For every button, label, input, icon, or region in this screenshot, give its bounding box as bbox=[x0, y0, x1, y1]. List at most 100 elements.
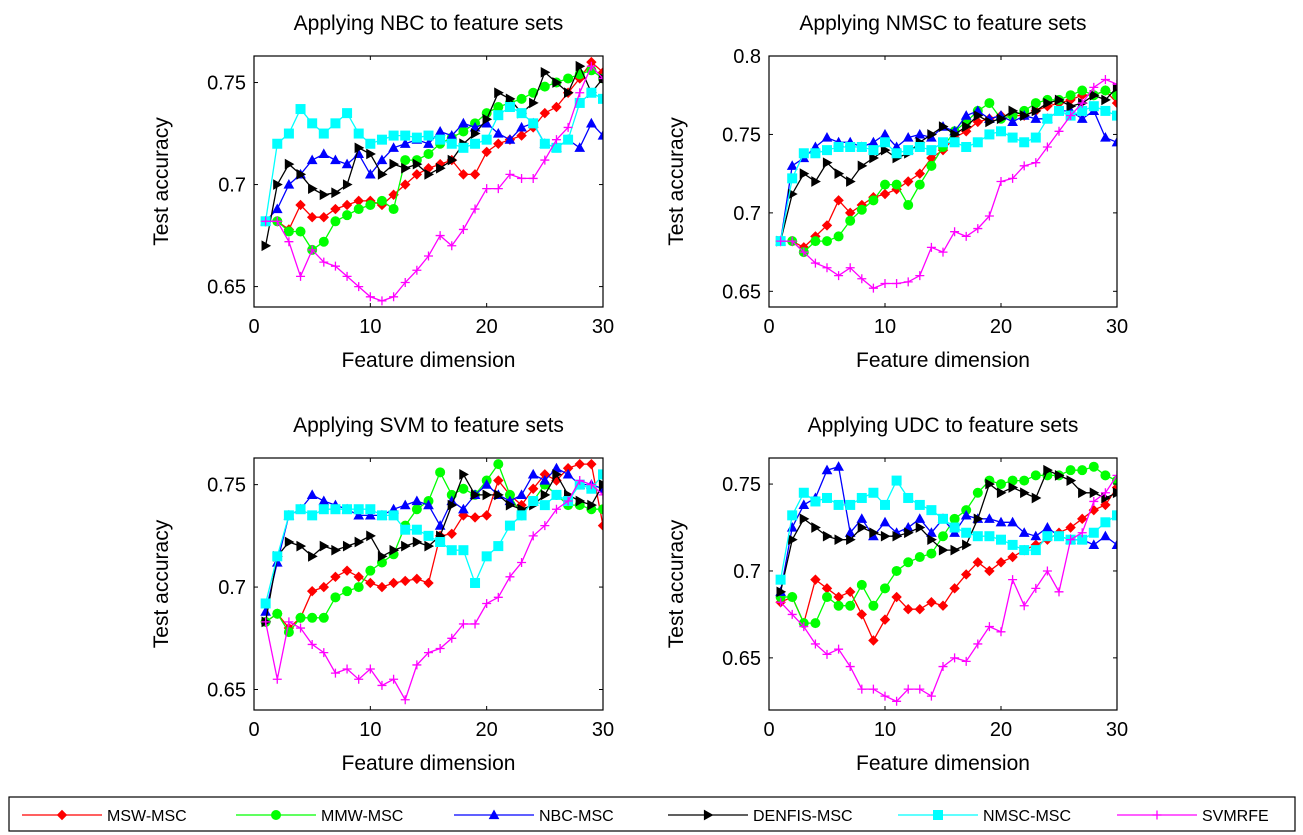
data-point bbox=[295, 504, 306, 515]
data-point bbox=[376, 195, 387, 206]
data-point bbox=[903, 200, 914, 211]
data-point bbox=[914, 552, 925, 563]
data-point bbox=[353, 582, 364, 593]
data-point bbox=[1089, 487, 1100, 499]
data-point bbox=[458, 483, 469, 494]
data-point bbox=[962, 539, 972, 551]
data-point bbox=[505, 169, 515, 179]
data-point bbox=[424, 648, 433, 658]
x-tick-label: 0 bbox=[248, 719, 259, 741]
data-point bbox=[1030, 545, 1041, 556]
data-point bbox=[891, 475, 902, 486]
data-point bbox=[365, 138, 376, 149]
data-point bbox=[960, 569, 972, 580]
data-point bbox=[482, 113, 493, 125]
data-point bbox=[318, 128, 329, 139]
data-point bbox=[342, 108, 353, 119]
data-point bbox=[1031, 583, 1041, 593]
plot-area bbox=[260, 458, 603, 705]
series-nmsc-msc bbox=[260, 469, 603, 609]
data-point bbox=[833, 141, 844, 152]
data-point bbox=[1111, 97, 1117, 109]
data-point bbox=[586, 117, 597, 128]
data-point bbox=[1019, 161, 1029, 171]
data-point bbox=[539, 138, 550, 149]
data-point bbox=[469, 169, 481, 180]
data-point bbox=[950, 129, 961, 140]
data-point bbox=[844, 527, 856, 537]
data-point bbox=[811, 522, 821, 533]
data-point bbox=[447, 241, 457, 251]
data-point bbox=[458, 224, 468, 234]
data-point bbox=[798, 148, 809, 159]
chart-panel-2: 0 10 20 30 0.65 0.7 0.75 0.8 Applying NMSC to fe… bbox=[665, 12, 1128, 372]
data-point bbox=[283, 226, 294, 237]
data-point bbox=[996, 627, 1006, 637]
data-point bbox=[342, 664, 352, 674]
data-point bbox=[904, 527, 914, 539]
data-point bbox=[423, 130, 434, 141]
data-point bbox=[296, 623, 306, 633]
data-point bbox=[306, 585, 318, 597]
data-point bbox=[949, 522, 960, 533]
data-point bbox=[411, 573, 423, 585]
data-point bbox=[810, 639, 820, 649]
series-nmsc-msc bbox=[260, 87, 603, 227]
data-point bbox=[810, 236, 821, 247]
data-point bbox=[857, 160, 868, 172]
data-point bbox=[493, 138, 504, 149]
data-point bbox=[482, 489, 493, 501]
data-point bbox=[342, 504, 353, 515]
data-point bbox=[376, 510, 387, 521]
series-nmsc-msc bbox=[775, 475, 1117, 585]
chart-title: Applying NMSC to feature sets bbox=[799, 12, 1086, 35]
data-point bbox=[879, 188, 891, 200]
data-point bbox=[1031, 492, 1042, 504]
chart-title: Applying SVM to feature sets bbox=[293, 414, 564, 437]
data-point bbox=[891, 148, 902, 159]
data-point bbox=[458, 142, 469, 153]
data-point bbox=[938, 662, 948, 672]
data-point bbox=[330, 261, 340, 271]
data-point bbox=[903, 557, 914, 568]
data-point bbox=[342, 179, 353, 190]
data-point bbox=[950, 544, 961, 556]
data-point bbox=[1088, 527, 1099, 538]
data-point bbox=[845, 662, 855, 672]
data-point bbox=[996, 177, 1006, 186]
data-point bbox=[915, 684, 925, 694]
data-point bbox=[1100, 470, 1111, 481]
data-point bbox=[341, 565, 353, 576]
data-point bbox=[846, 176, 856, 187]
series-nmsc-msc bbox=[775, 101, 1117, 247]
data-point bbox=[1054, 470, 1065, 481]
data-point bbox=[365, 664, 375, 674]
data-point bbox=[822, 592, 832, 603]
data-point bbox=[845, 215, 856, 226]
data-point bbox=[539, 475, 551, 485]
data-point bbox=[1030, 113, 1042, 123]
data-point bbox=[516, 121, 527, 132]
data-point bbox=[424, 169, 435, 180]
axes-frame bbox=[768, 55, 1118, 308]
y-tick-label: 0.75 bbox=[722, 474, 761, 496]
series-mmw-msc bbox=[260, 459, 603, 638]
data-point bbox=[552, 77, 562, 88]
data-point bbox=[401, 162, 411, 174]
data-point bbox=[435, 134, 446, 145]
data-point bbox=[1065, 90, 1076, 101]
data-point bbox=[926, 597, 937, 608]
data-point bbox=[493, 184, 503, 194]
series-svmrfe bbox=[261, 476, 603, 705]
data-point bbox=[822, 492, 832, 503]
data-point bbox=[319, 648, 329, 658]
data-point bbox=[563, 134, 574, 145]
series-line bbox=[265, 463, 603, 629]
data-point bbox=[995, 557, 1007, 568]
y-tick-label: 0.7 bbox=[218, 577, 246, 599]
data-point bbox=[880, 499, 890, 510]
data-point bbox=[879, 128, 891, 139]
data-point bbox=[516, 510, 527, 521]
data-point bbox=[903, 145, 914, 156]
data-point bbox=[330, 203, 341, 215]
